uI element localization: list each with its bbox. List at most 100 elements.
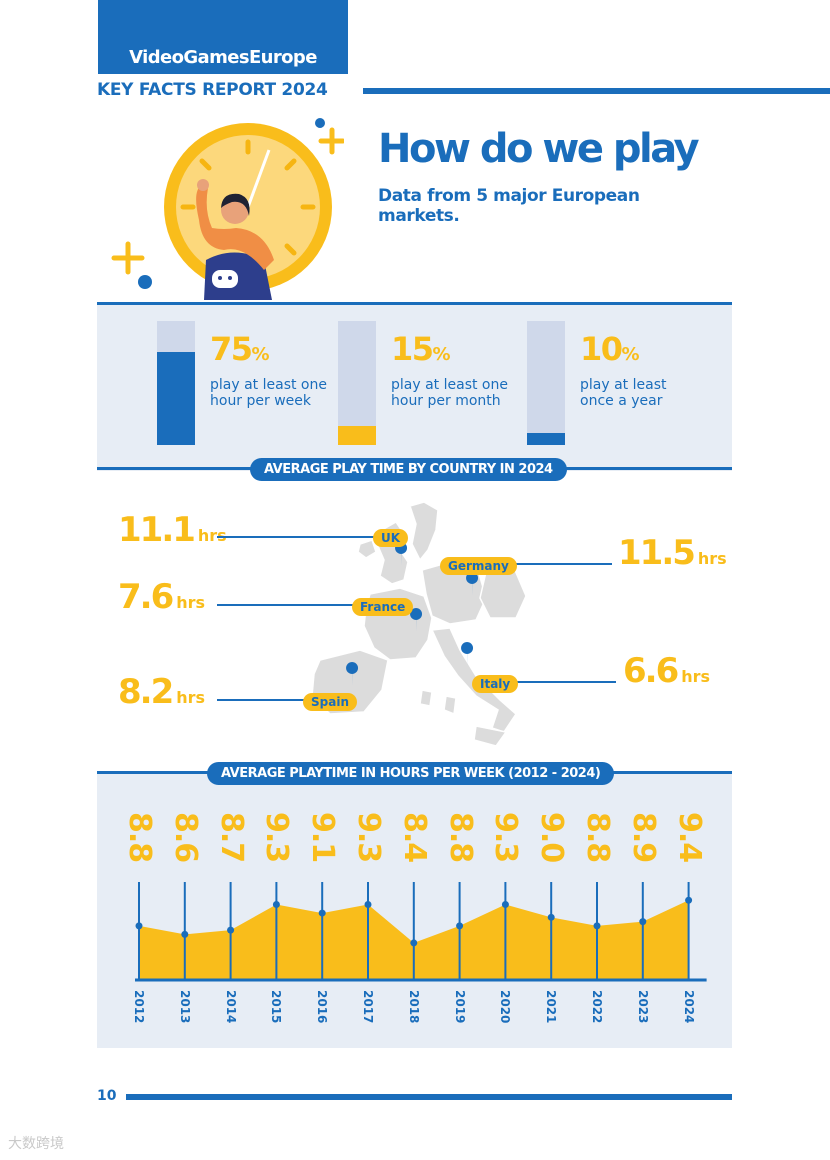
x-tick-label: 2013: [177, 990, 192, 1024]
data-label: 8.4: [396, 812, 432, 863]
europe-map: [311, 501, 527, 747]
stat-value-monthly: 15%: [391, 330, 451, 368]
country-label-italy: Italy: [472, 675, 519, 693]
stat-value-weekly: 75%: [210, 330, 270, 368]
hours-unit: hrs: [197, 526, 227, 545]
frequency-panel: [97, 302, 732, 471]
stat-unit: %: [432, 344, 451, 365]
leader-line: [217, 699, 307, 701]
stat-desc-monthly: play at least one hour per month: [391, 377, 508, 409]
report-title: KEY FACTS REPORT 2024: [97, 80, 328, 100]
x-tick-label: 2024: [681, 990, 696, 1024]
clock-hand: [246, 149, 271, 208]
leader-line: [217, 536, 377, 538]
stat-bar-monthly: [338, 321, 376, 445]
x-tick-label: 2018: [406, 990, 421, 1024]
hours-value: 11.1: [118, 510, 196, 550]
data-label: 9.4: [671, 812, 707, 863]
data-point: [181, 930, 189, 938]
x-tick-label: 2021: [544, 990, 559, 1024]
trend-chart: [135, 882, 707, 982]
hours-unit: hrs: [697, 549, 727, 568]
stat-value-yearly: 10%: [580, 330, 640, 368]
country-label-france: France: [352, 598, 414, 616]
data-label: 8.6: [167, 812, 203, 863]
leader-line: [513, 681, 616, 683]
country-label-germany: Germany: [440, 557, 517, 575]
stat-number: 10: [580, 330, 623, 368]
page-number: 10: [97, 1088, 117, 1104]
data-point: [227, 926, 235, 934]
data-label: 8.8: [122, 812, 157, 863]
data-label: 8.8: [580, 812, 615, 863]
stat-bar-fill: [338, 426, 376, 445]
data-point: [639, 918, 647, 926]
watermark: 大数跨境: [8, 1136, 64, 1152]
x-tick-label: 2022: [590, 990, 604, 1024]
clock-illustration: [111, 118, 344, 300]
data-point: [456, 922, 464, 930]
stat-bar-fill: [527, 432, 565, 445]
data-point: [364, 901, 372, 909]
leader-line: [515, 563, 612, 565]
stat-unit: %: [621, 344, 640, 365]
x-tick-label: 2014: [223, 990, 238, 1024]
header-rule: [363, 88, 830, 94]
x-tick-label: 2019: [452, 990, 467, 1024]
country-label-spain: Spain: [303, 693, 357, 711]
data-point: [135, 922, 143, 930]
plus-icon: [111, 127, 344, 275]
data-label: 9.1: [305, 812, 341, 863]
x-tick-label: 2020: [498, 990, 513, 1024]
country-label-uk: UK: [373, 529, 409, 547]
hours-germany: 11.5 hrs: [618, 533, 727, 573]
hours-unit: hrs: [681, 667, 711, 686]
page-heading: How do we play: [378, 126, 700, 172]
brand-banner: VideoGamesEurope: [98, 0, 348, 74]
hours-unit: hrs: [176, 593, 206, 612]
x-tick-label: 2023: [635, 990, 650, 1024]
stat-bar-yearly: [527, 321, 565, 445]
data-label: 9.3: [488, 812, 524, 863]
page-subheading: Data from 5 major European markets.: [378, 186, 640, 226]
hours-spain: 8.2 hrs: [118, 672, 205, 712]
x-tick-label: 2012: [132, 990, 146, 1024]
hours-unit: hrs: [176, 688, 206, 707]
data-point: [547, 913, 555, 921]
hours-value: 8.2: [118, 672, 174, 712]
hours-value: 6.6: [623, 651, 679, 691]
data-point: [272, 901, 280, 909]
stat-desc-weekly: play at least one hour per week: [210, 377, 327, 409]
stat-unit: %: [251, 344, 270, 365]
x-tick-label: 2015: [269, 990, 284, 1024]
hours-france: 7.6 hrs: [118, 577, 205, 617]
hours-uk: 11.1 hrs: [118, 510, 227, 550]
stat-bar-weekly: [157, 321, 195, 445]
data-point: [593, 922, 601, 930]
data-label: 8.9: [625, 812, 661, 863]
x-tick-label: 2016: [315, 990, 330, 1024]
data-point: [410, 939, 418, 947]
map-pin-icon: [346, 542, 479, 686]
data-label: 9.3: [259, 812, 295, 863]
data-point: [685, 896, 693, 904]
stat-desc-yearly: play at least once a year: [580, 377, 667, 409]
data-label: 8.7: [213, 812, 249, 863]
data-point: [318, 909, 326, 917]
hours-italy: 6.6 hrs: [623, 651, 710, 691]
stat-number: 75: [210, 330, 253, 368]
hours-value: 7.6: [118, 577, 174, 617]
leader-line: [217, 604, 354, 606]
stat-number: 15: [391, 330, 434, 368]
data-point: [501, 901, 509, 909]
person-with-controller-icon: [196, 179, 274, 300]
data-label: 9.3: [351, 812, 386, 863]
country-section-title: AVERAGE PLAY TIME BY COUNTRY IN 2024: [250, 458, 567, 481]
data-label: 8.8: [442, 812, 478, 863]
stat-bar-fill: [157, 352, 195, 445]
hours-value: 11.5: [618, 533, 696, 573]
trend-section-title: AVERAGE PLAYTIME IN HOURS PER WEEK (2012…: [207, 762, 615, 785]
x-tick-label: 2017: [361, 990, 375, 1024]
footer-rule: [126, 1094, 732, 1100]
brand-logo-text: VideoGamesEurope: [129, 47, 317, 68]
